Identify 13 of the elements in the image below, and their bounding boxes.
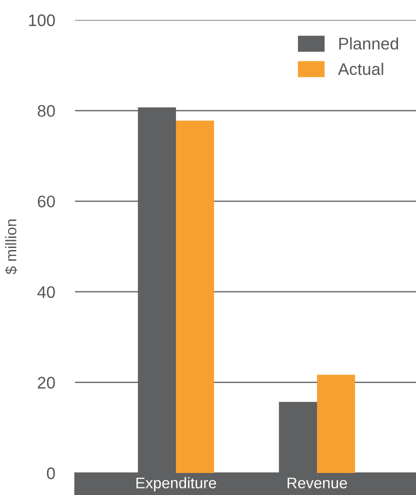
legend-label: Actual: [338, 62, 384, 76]
y-axis-title: $ million: [4, 219, 18, 274]
legend-label: Planned: [339, 37, 398, 50]
y-tick-label: 20: [38, 376, 55, 389]
x-tick-label: Revenue: [288, 478, 347, 488]
y-tick-label: 80: [38, 105, 55, 117]
bar: [317, 374, 356, 473]
y-tick-label: 100: [29, 14, 55, 26]
y-tick-label: 60: [38, 196, 55, 208]
bar: [176, 120, 214, 473]
y-tick-label: 40: [37, 286, 55, 298]
x-tick-label: Expenditure: [136, 477, 216, 492]
y-tick-label: 0: [46, 467, 55, 480]
